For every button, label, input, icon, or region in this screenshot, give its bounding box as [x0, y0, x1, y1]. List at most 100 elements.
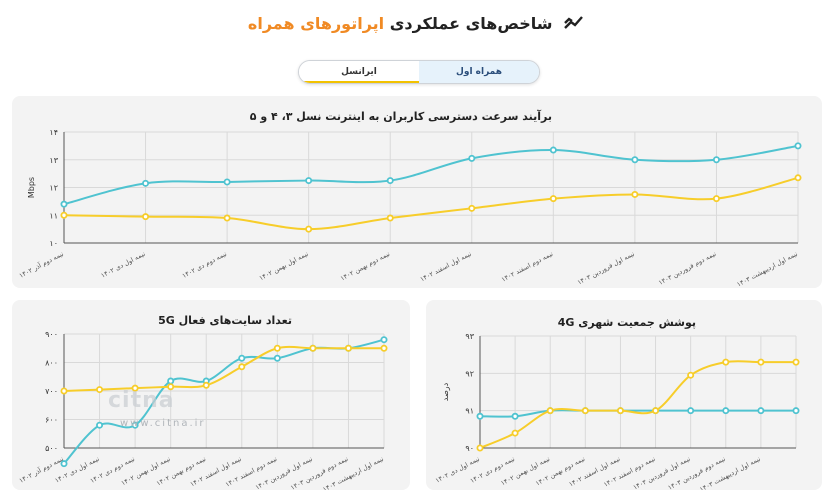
data-point-yellow — [202, 381, 210, 389]
data-point-yellow — [792, 358, 800, 366]
y-axis-label: Mbps — [27, 177, 36, 198]
y-tick-label: ۱۲ — [49, 184, 58, 193]
x-tick-label: نیمه اول دی ۱۴۰۲ — [100, 250, 147, 280]
tab-irancell[interactable]: ایرانسل — [299, 61, 419, 83]
data-point-yellow — [167, 383, 175, 391]
operator-tabs: همراه اول ایرانسل — [298, 60, 540, 84]
series-line-yellow — [63, 345, 384, 392]
tab-hamrah-aval[interactable]: همراه اول — [419, 61, 539, 83]
data-point-cyan — [549, 146, 557, 154]
data-point-yellow — [476, 444, 484, 452]
page-title: شاخص‌های عملکردی اپراتورهای همراه — [0, 14, 832, 35]
speed-chart-card: برآیند سرعت دسترسی کاربران به اینترنت نس… — [12, 96, 822, 288]
y-tick-label: ۱۴ — [49, 128, 58, 137]
x-tick-label: نیمه اول اردیبهشت ۱۴۰۳ — [321, 455, 385, 490]
data-point-cyan — [167, 377, 175, 385]
data-point-yellow — [687, 371, 695, 379]
data-point-yellow — [238, 363, 246, 371]
speed-chart-title: برآیند سرعت دسترسی کاربران به اینترنت نس… — [249, 110, 552, 123]
data-point-yellow — [131, 384, 139, 392]
x-tick-label: نیمه اول بهمن ۱۴۰۲ — [258, 250, 310, 283]
data-point-yellow — [757, 358, 765, 366]
sites-chart-card: تعداد سایت‌های فعال 5G ۵۰۰ ۶۰۰ ۷۰۰ ۸۰۰ ۹۰۰ نی… — [12, 300, 410, 490]
series-line-cyan — [479, 409, 796, 418]
y-tick-label: ۱۳ — [49, 156, 58, 165]
data-point-cyan — [273, 354, 281, 362]
data-point-yellow — [60, 211, 68, 219]
watermark-url: www.citna.ir — [120, 418, 206, 429]
data-point-cyan — [476, 412, 484, 420]
data-point-yellow — [309, 344, 317, 352]
y-tick-label: ۱۱ — [49, 211, 58, 220]
data-point-yellow — [581, 407, 589, 415]
data-point-yellow — [616, 407, 624, 415]
data-point-cyan — [223, 178, 231, 186]
data-point-cyan — [60, 460, 68, 468]
series-line-cyan — [63, 144, 799, 206]
data-point-yellow — [712, 195, 720, 203]
x-tick-label: نیمه اول فروردین ۱۴۰۳ — [576, 250, 636, 287]
data-point-cyan — [380, 336, 388, 344]
data-point-cyan — [96, 421, 104, 429]
title-main: شاخص‌های عملکردی — [389, 14, 553, 33]
data-point-yellow — [142, 213, 150, 221]
data-point-cyan — [631, 156, 639, 164]
y-tick-label: ۵۰۰ — [45, 444, 58, 453]
data-point-yellow — [652, 407, 660, 415]
y-tick-label: ۷۰۰ — [45, 387, 58, 396]
y-tick-label: ۹۳ — [465, 332, 474, 341]
x-tick-label: نیمه دوم اسفند ۱۴۰۲ — [500, 250, 554, 284]
data-point-cyan — [511, 412, 519, 420]
watermark-logo: citna — [108, 388, 175, 413]
sites-chart-title: تعداد سایت‌های فعال 5G — [158, 314, 292, 327]
y-tick-label: ۹۰۰ — [45, 330, 58, 339]
y-tick-label: ۹۱ — [465, 407, 474, 416]
data-point-yellow — [546, 407, 554, 415]
data-point-cyan — [305, 177, 313, 185]
header: شاخص‌های عملکردی اپراتورهای همراه همراه … — [0, 0, 832, 90]
data-point-yellow — [468, 204, 476, 212]
x-tick-label: نیمه دوم آذر ۱۴۰۲ — [17, 249, 65, 280]
y-tick-label: ۶۰۰ — [45, 416, 58, 425]
data-point-cyan — [794, 142, 802, 150]
series-line-yellow — [63, 176, 799, 231]
data-point-cyan — [386, 177, 394, 185]
speed-chart: ۱۰ ۱۱ ۱۲ ۱۳ ۱۴ Mbps نیمه دوم آذر ۱۴۰۲ نیمه اول … — [17, 128, 802, 288]
x-tick-label: نیمه دوم فروردین ۱۴۰۳ — [657, 250, 717, 287]
y-tick-label: ۹۰ — [465, 444, 474, 453]
y-tick-label: ۱۰ — [49, 239, 58, 248]
data-point-cyan — [238, 354, 246, 362]
data-point-yellow — [722, 358, 730, 366]
data-point-yellow — [386, 214, 394, 222]
data-point-cyan — [757, 407, 765, 415]
data-point-yellow — [273, 344, 281, 352]
x-tick-label: نیمه دوم بهمن ۱۴۰۲ — [339, 250, 391, 283]
data-point-cyan — [468, 154, 476, 162]
x-tick-label: نیمه اول اردیبهشت ۱۴۰۳ — [735, 250, 799, 288]
data-point-yellow — [380, 344, 388, 352]
data-point-yellow — [631, 190, 639, 198]
coverage-chart-title: پوشش جمعیت شهری 4G — [557, 316, 696, 329]
x-tick-label: نیمه دوم دی ۱۴۰۲ — [181, 250, 228, 280]
data-point-cyan — [722, 407, 730, 415]
data-point-yellow — [794, 174, 802, 182]
data-point-cyan — [792, 407, 800, 415]
data-point-yellow — [60, 387, 68, 395]
x-tick-label: نیمه اول اردیبهشت ۱۴۰۳ — [698, 455, 762, 490]
series-line-yellow — [479, 360, 796, 449]
y-tick-label: ۹۲ — [465, 369, 474, 378]
data-point-yellow — [305, 225, 313, 233]
coverage-chart-card: پوشش جمعیت شهری 4G ۹۰ ۹۱ ۹۲ ۹۳ درصد نیمه اول … — [426, 300, 822, 490]
trend-chart-icon — [564, 15, 584, 35]
data-point-yellow — [511, 429, 519, 437]
data-point-yellow — [96, 386, 104, 394]
data-point-cyan — [131, 421, 139, 429]
data-point-yellow — [344, 344, 352, 352]
y-tick-label: ۸۰۰ — [45, 359, 58, 368]
y-axis-label: درصد — [441, 382, 450, 401]
data-point-cyan — [712, 156, 720, 164]
data-point-cyan — [142, 179, 150, 187]
data-point-yellow — [223, 214, 231, 222]
